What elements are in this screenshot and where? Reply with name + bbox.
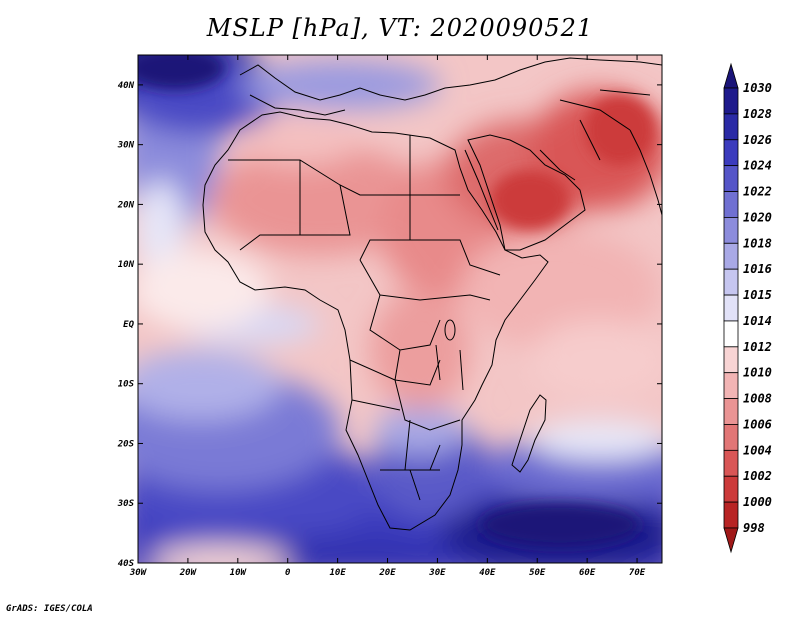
colorbar-label: 1026 — [743, 133, 772, 147]
colorbar-label: 1022 — [743, 185, 772, 199]
colorbar-label: 1010 — [743, 366, 772, 380]
lon-tick-label: 60E — [579, 568, 596, 578]
colorbar-label: 1020 — [743, 210, 772, 224]
colorbar-label: 1004 — [743, 443, 772, 457]
colorbar-swatch — [723, 372, 739, 399]
lon-tick-label: 40E — [479, 568, 496, 578]
lon-tick-label: 30W — [129, 568, 148, 578]
colorbar-swatch — [723, 139, 739, 167]
colorbar-label: 1014 — [743, 314, 772, 328]
pressure-field — [138, 55, 662, 563]
colorbar-swatch — [723, 449, 739, 477]
colorbar: 1030 1028 1026 1024 1022 1020 1018 1016 1015 1014… — [723, 62, 772, 554]
colorbar-label: 1012 — [743, 340, 772, 354]
lat-tick-label: 20S — [117, 439, 135, 449]
lon-tick-label: 10E — [329, 568, 346, 578]
lon-tick-label: 0 — [285, 568, 291, 578]
colorbar-label: 1024 — [743, 159, 772, 173]
colorbar-swatch — [723, 87, 739, 115]
lon-tick-label: 70E — [629, 568, 646, 578]
latitude-axis: 40N 30N 20N 10N EQ 10S 20S 30S 40S — [117, 81, 662, 569]
lat-tick-label: 30N — [117, 141, 135, 151]
colorbar-swatch — [723, 191, 739, 218]
colorbar-swatch — [723, 398, 739, 425]
colorbar-label: 1016 — [743, 262, 772, 276]
colorbar-label: 1015 — [743, 288, 772, 302]
lat-tick-label: 40N — [118, 81, 135, 91]
colorbar-label: 1006 — [743, 417, 772, 431]
colorbar-label: 998 — [743, 521, 765, 535]
colorbar-label: 1000 — [743, 495, 772, 509]
colorbar-swatch — [723, 346, 739, 374]
longitude-axis: 30W 20W 10W 0 10E 20E 30E 40E 50E 60E 70E — [129, 55, 646, 578]
lon-tick-label: 20W — [179, 568, 198, 578]
colorbar-swatch — [723, 217, 739, 244]
colorbar-swatch — [723, 424, 739, 451]
coastlines — [202, 57, 662, 531]
lat-tick-label: 20N — [117, 200, 135, 210]
lat-tick-label: 30S — [117, 499, 135, 509]
lon-tick-label: 10W — [230, 568, 248, 578]
lon-tick-label: 20E — [378, 568, 396, 578]
colorbar-label: 1008 — [743, 392, 772, 406]
colorbar-swatch — [723, 268, 739, 296]
colorbar-bottom-arrow — [723, 527, 739, 554]
lat-tick-label: 10S — [118, 380, 135, 390]
colorbar-swatch — [723, 113, 739, 141]
colorbar-swatch — [723, 242, 739, 270]
colorbar-swatch — [723, 475, 739, 503]
plot-frame — [137, 54, 663, 564]
colorbar-label: 1002 — [743, 469, 772, 483]
lon-tick-label: 30E — [428, 568, 446, 578]
map-title: MSLP [hPa], VT: 2020090521 — [206, 14, 594, 42]
colorbar-swatch — [723, 294, 739, 322]
colorbar-swatch — [723, 165, 739, 192]
footer-credit: GrADS: IGES/COLA — [6, 604, 93, 614]
colorbar-swatch — [723, 320, 739, 348]
lat-tick-label: 10N — [118, 260, 135, 270]
colorbar-label: 1028 — [743, 107, 772, 121]
lat-tick-label: 40S — [118, 559, 135, 569]
lat-tick-label: EQ — [123, 320, 134, 330]
colorbar-swatch — [723, 501, 739, 529]
colorbar-top-arrow — [723, 62, 739, 89]
colorbar-label: 1018 — [743, 236, 772, 250]
lon-tick-label: 50E — [529, 568, 546, 578]
colorbar-label: 1030 — [743, 81, 772, 95]
